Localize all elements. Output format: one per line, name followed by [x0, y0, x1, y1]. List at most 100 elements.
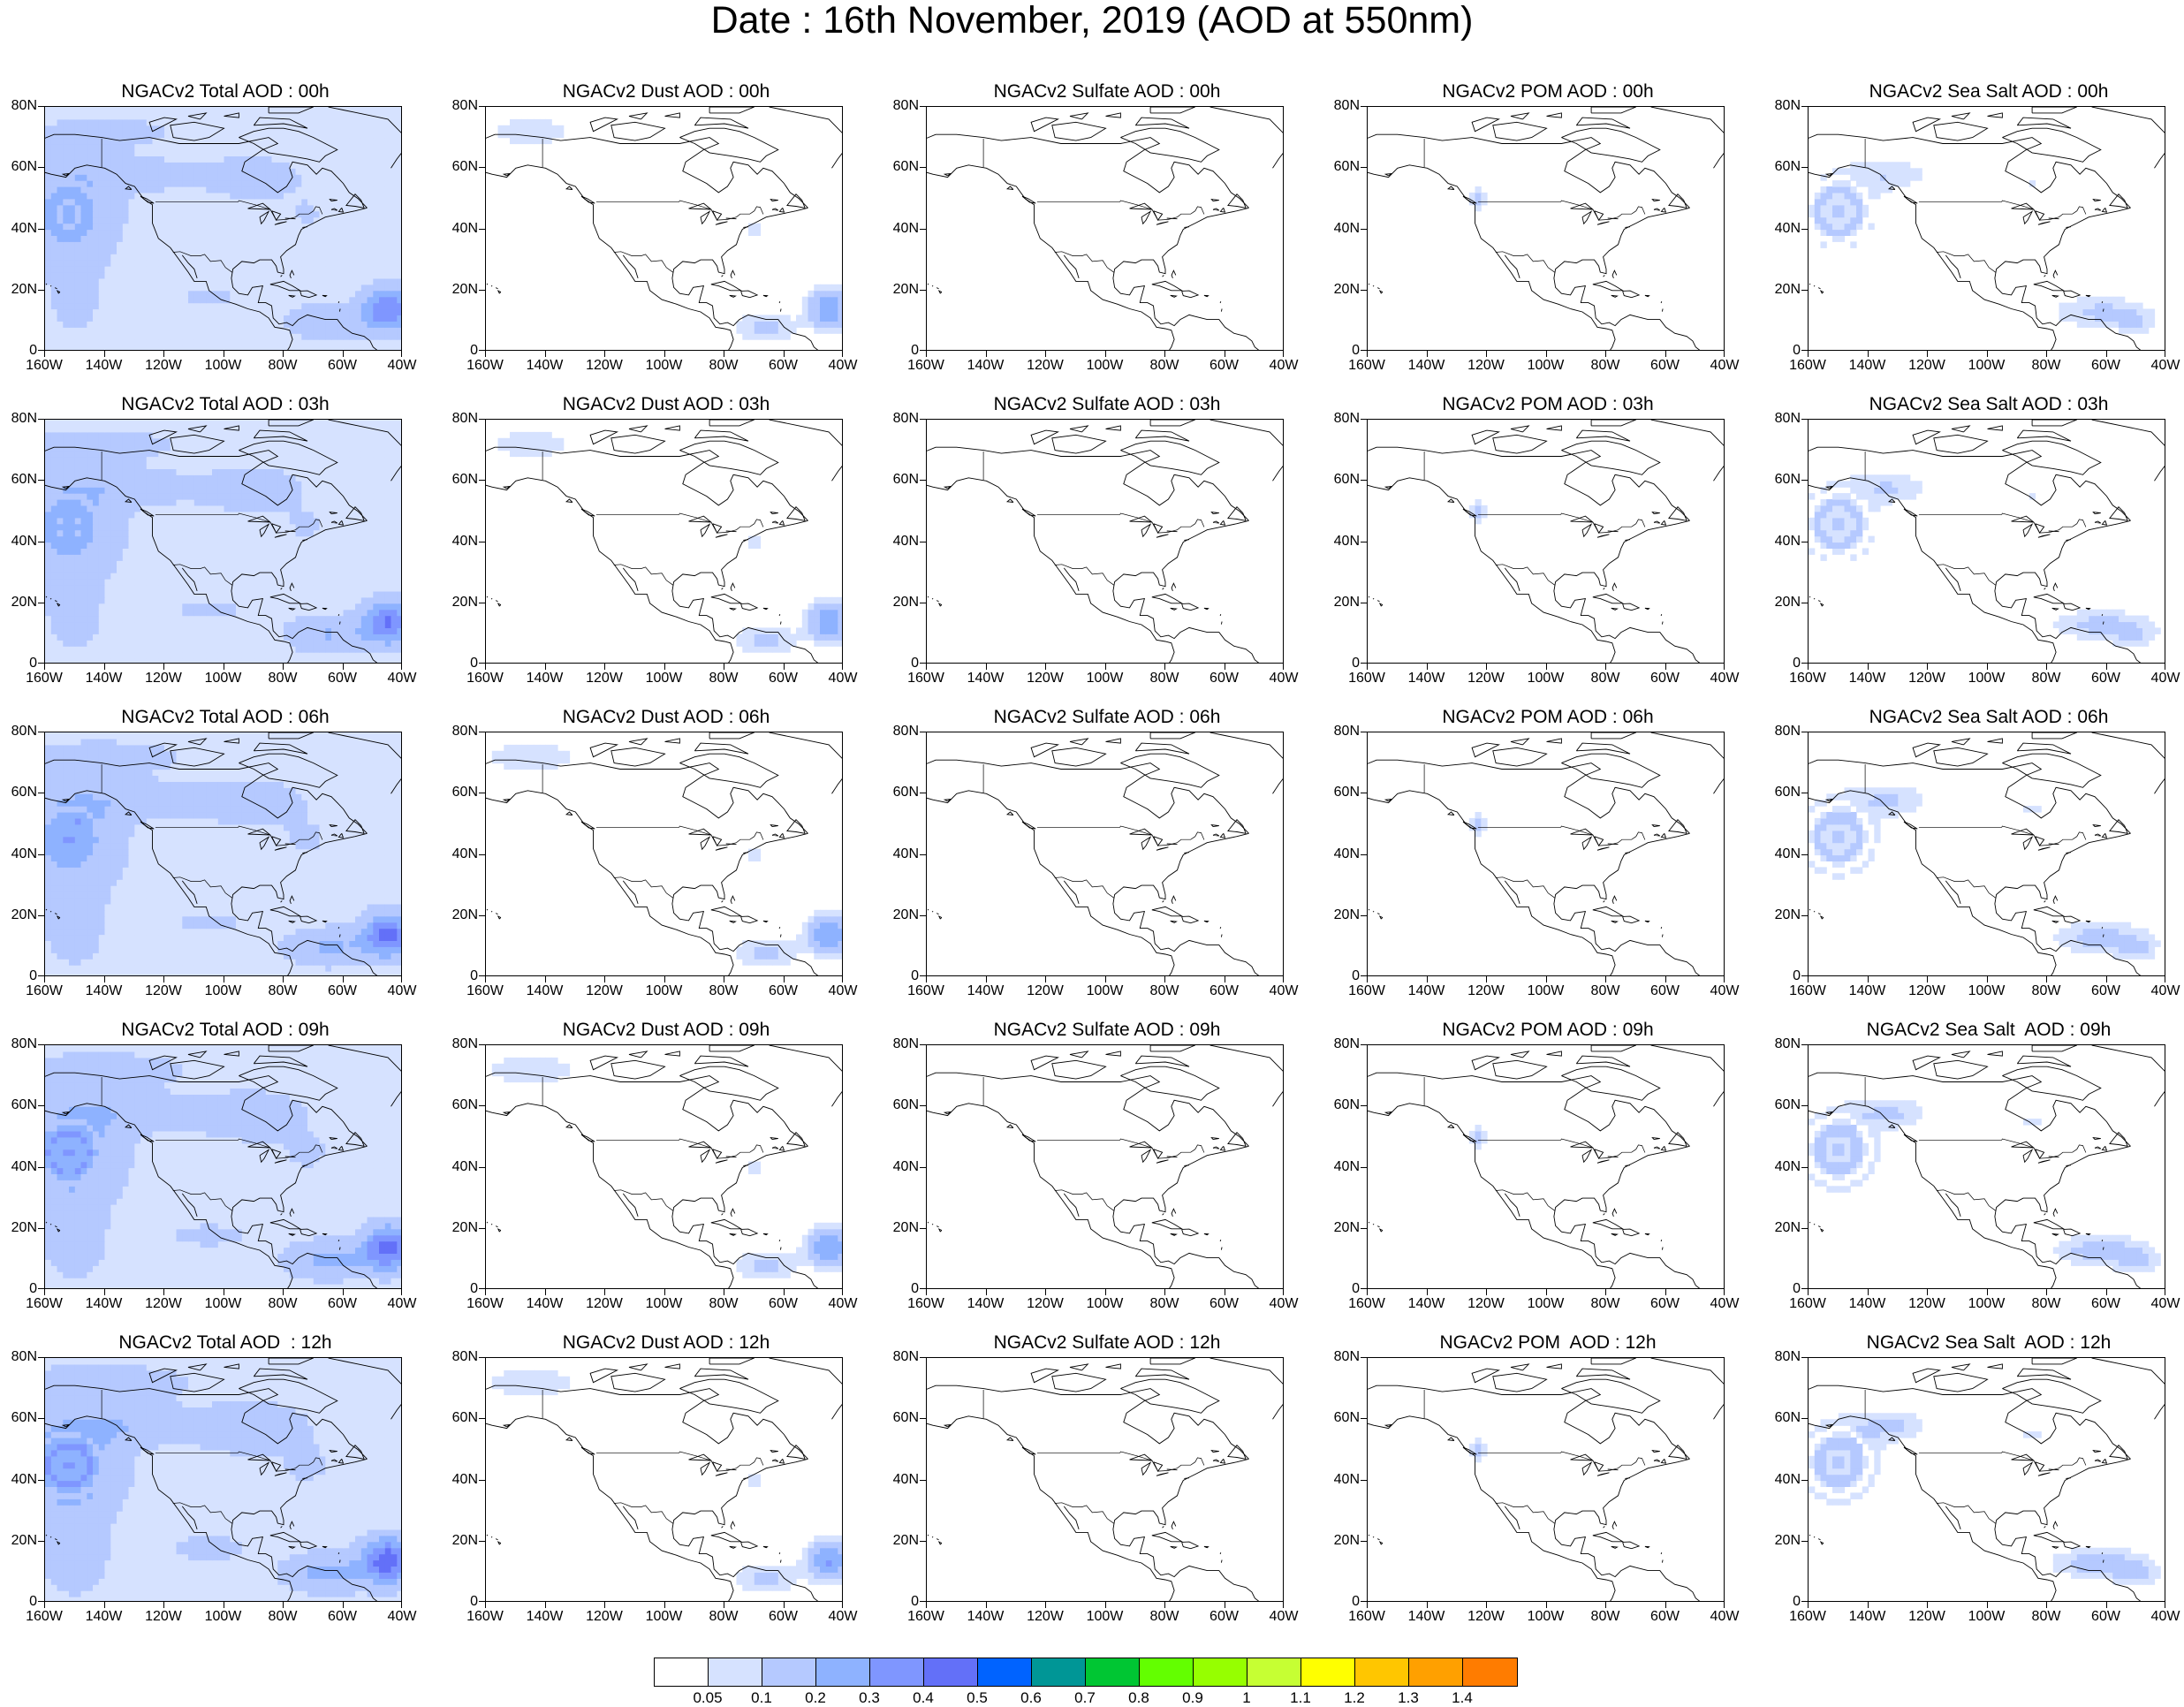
lat-label: 80N [885, 411, 919, 427]
lon-label: 160W [899, 1296, 952, 1312]
aod-map [1809, 1045, 2165, 1289]
lat-label: 60N [444, 1097, 478, 1113]
coastlines [1368, 107, 1725, 351]
coastline [2036, 1149, 2044, 1158]
lat-tick [920, 915, 926, 916]
coastline [694, 1369, 748, 1379]
lat-label: 40N [444, 534, 478, 550]
coastline [1576, 1369, 1630, 1379]
coastline [590, 1369, 617, 1383]
lon-label: 120W [1019, 358, 1072, 374]
colorbar-label: 0.1 [735, 1689, 788, 1707]
lat-tick [1801, 854, 1808, 855]
lon-label: 60W [1198, 983, 1251, 999]
lon-tick [986, 976, 987, 982]
coastline [1220, 1552, 1221, 1554]
colorbar-swatch [762, 1658, 816, 1686]
lat-tick [1361, 106, 1367, 107]
lon-label: 100W [1520, 1609, 1573, 1625]
lon-tick [1605, 1602, 1606, 1608]
lon-label: 160W [1340, 358, 1393, 374]
lat-label: 0 [444, 343, 478, 359]
lon-label: 120W [1019, 1609, 1072, 1625]
coastline [1373, 1224, 1374, 1225]
coastline [1645, 921, 1649, 922]
coastline [779, 1146, 784, 1150]
lon-label: 120W [137, 1609, 190, 1625]
country-border [614, 252, 673, 273]
lon-tick [44, 351, 45, 357]
aod-map [486, 732, 843, 976]
lat-label: 0 [1767, 1594, 1801, 1610]
lon-label: 100W [1520, 1296, 1573, 1312]
coastline [1031, 118, 1058, 132]
lat-label: 60N [1326, 785, 1360, 800]
coastline [1661, 927, 1662, 929]
coastline [722, 1526, 724, 1528]
lat-tick [479, 1044, 485, 1045]
lat-label: 0 [885, 1594, 919, 1610]
colorbar-label: 0.6 [1005, 1689, 1058, 1707]
coastline [1141, 211, 1150, 224]
lon-tick [1868, 1289, 1869, 1295]
coastline [629, 1051, 647, 1058]
coastline [2053, 896, 2058, 904]
lat-tick [1801, 290, 1808, 291]
lon-tick [1665, 351, 1666, 357]
lon-label: 40W [2139, 1609, 2184, 1625]
lat-label: 20N [444, 595, 478, 611]
lat-label: 80N [1767, 1349, 1801, 1365]
lon-tick [343, 351, 344, 357]
panel-title: NGACv2 POM AOD : 03h [1331, 394, 1764, 415]
lon-tick [1164, 1289, 1165, 1295]
lat-label: 20N [444, 907, 478, 923]
lon-label: 120W [578, 358, 631, 374]
coastline [1593, 1532, 1623, 1541]
coastline [2086, 1546, 2090, 1547]
map-frame [1367, 732, 1725, 976]
lat-label: 60N [1767, 1410, 1801, 1426]
coastline [1221, 309, 1222, 312]
coastline [716, 535, 728, 538]
coastline [2095, 521, 2101, 523]
lon-label: 80W [697, 1609, 750, 1625]
country-border [596, 1452, 763, 1471]
coastline [679, 754, 777, 787]
coastline [1988, 426, 2003, 430]
colorbar-swatch [924, 1658, 978, 1686]
panel-title: NGACv2 Total AOD : 09h [9, 1020, 442, 1041]
lat-tick [1361, 915, 1367, 916]
lat-label: 20N [4, 1533, 37, 1549]
lon-label: 60W [1198, 1609, 1251, 1625]
lon-label: 100W [1079, 1296, 1132, 1312]
coastline [1141, 837, 1150, 849]
colorbar-label: 0.5 [951, 1689, 1004, 1707]
lon-tick [1868, 664, 1869, 670]
coastline [1593, 281, 1623, 290]
lon-tick [842, 664, 843, 670]
coastline [2032, 732, 2077, 739]
coastline [1988, 1364, 2003, 1369]
coastline [1204, 1233, 1209, 1234]
coastline [1171, 1233, 1177, 1235]
lat-tick [479, 1418, 485, 1419]
coastline [1150, 420, 1195, 426]
coastline [1213, 521, 1219, 523]
lon-tick [104, 976, 105, 982]
lon-label: 80W [697, 983, 750, 999]
lon-label: 120W [1019, 1296, 1072, 1312]
coastline [1597, 1473, 1610, 1476]
coastline [2034, 1219, 2064, 1228]
coastline [780, 622, 781, 625]
coastline [1661, 1146, 1665, 1150]
lon-tick [1987, 1289, 1988, 1295]
coastline [1211, 1138, 1219, 1140]
lon-tick [1546, 976, 1547, 982]
coastline [487, 596, 488, 597]
colorbar-label: 1.4 [1436, 1689, 1489, 1707]
coastline [694, 430, 748, 441]
coastline [770, 512, 778, 514]
lon-label: 160W [18, 1296, 71, 1312]
